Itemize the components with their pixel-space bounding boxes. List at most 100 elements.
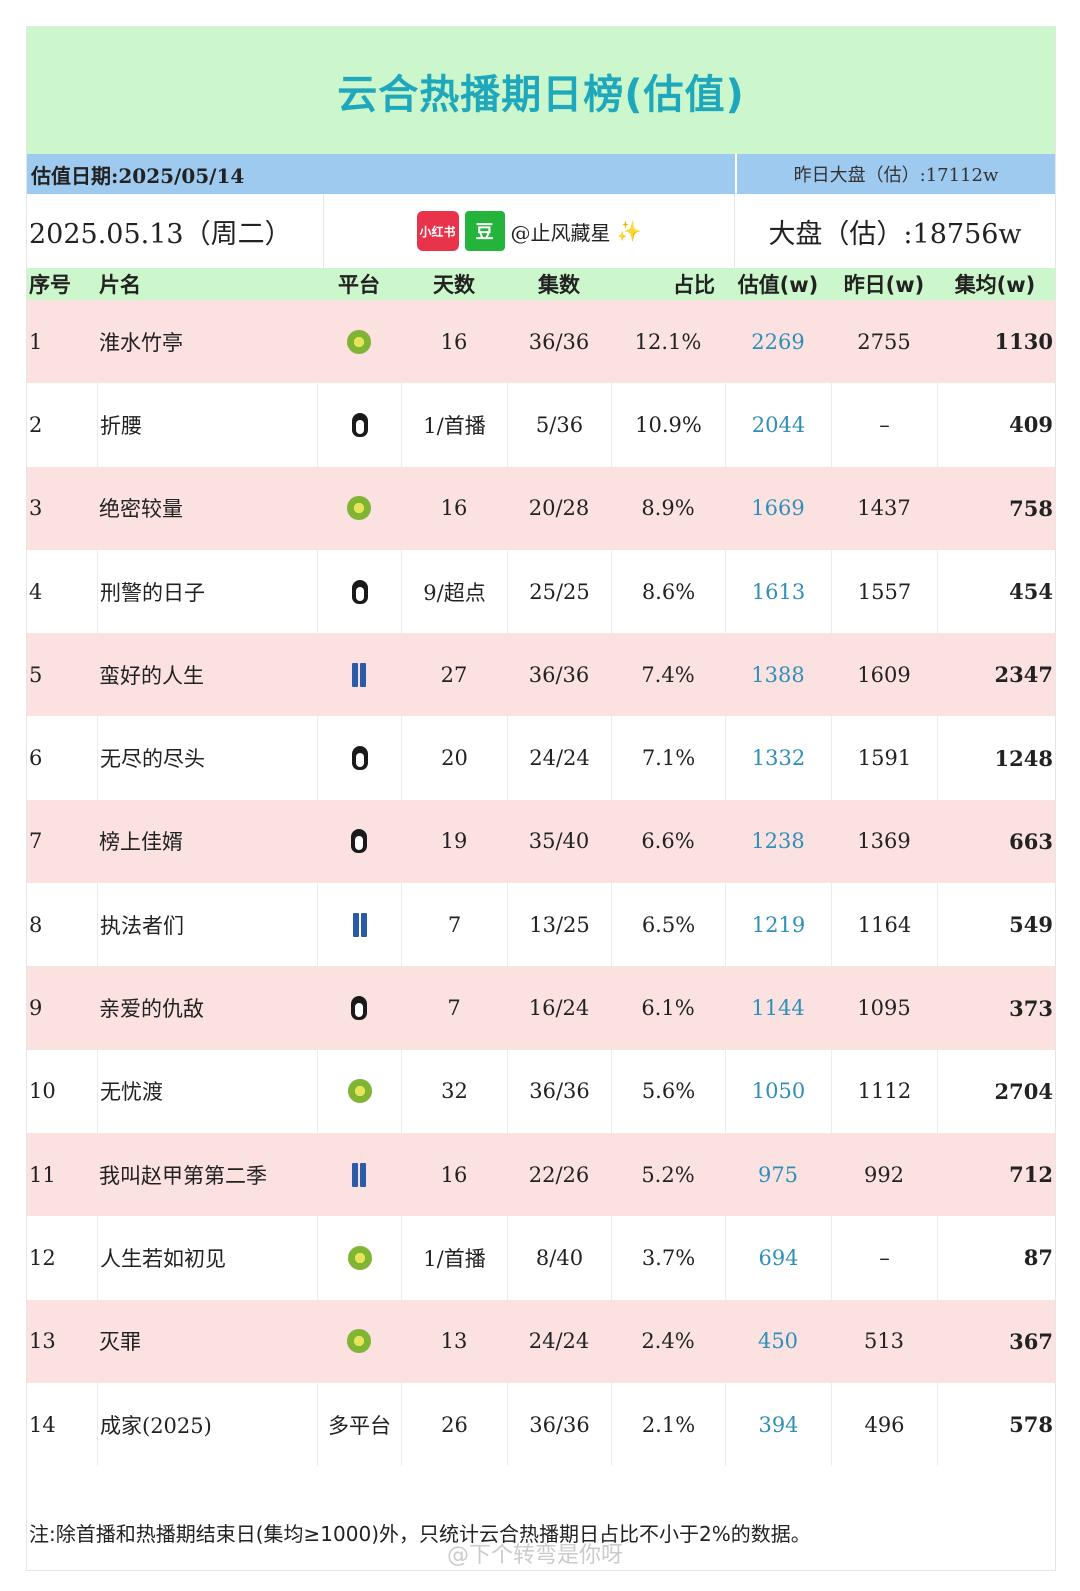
col-header-prev: 昨日(w) <box>843 273 925 297</box>
rank-cell: 3 <box>29 496 43 521</box>
platform-cell <box>317 883 401 967</box>
days-cell: 32 <box>401 1049 507 1133</box>
title-cell: 刑警的日子 <box>97 549 317 634</box>
page-title: 云合热播期日榜(估值) <box>27 27 1055 154</box>
days-cell: 13 <box>440 1329 468 1354</box>
rank-cell: 10 <box>29 1079 56 1104</box>
penguin-icon <box>351 412 368 437</box>
rank-cell: 13 <box>29 1329 56 1354</box>
avg-cell: 712 <box>1009 1162 1053 1188</box>
estimate-date: 估值日期:2025/05/14 <box>27 154 735 194</box>
value-cell: 975 <box>757 1162 799 1187</box>
jeans-icon <box>352 1162 366 1187</box>
episodes-cell: 25/25 <box>507 549 611 634</box>
share-cell: 2.4% <box>641 1329 695 1354</box>
kiwi-icon <box>347 1329 371 1354</box>
platform-cell <box>317 1049 401 1133</box>
sparkles-icon: ✨ <box>616 219 642 243</box>
episodes-cell: 24/24 <box>507 716 611 800</box>
rank-cell: 6 <box>29 746 43 771</box>
title-cell: 成家(2025) <box>97 1382 317 1467</box>
value-cell: 2269 <box>751 329 805 354</box>
penguin-icon <box>351 746 368 771</box>
rank-cell: 7 <box>29 829 43 854</box>
penguin-icon <box>351 996 367 1021</box>
jeans-icon <box>352 912 367 937</box>
prev-cell: 1591 <box>831 716 937 800</box>
share-cell: 7.1% <box>611 716 725 800</box>
table-body: 1 淮水竹亭 16 36/36 12.1% 2269 2755 1130 2 折腰 1/首播 5/36… <box>27 300 1055 1467</box>
value-cell: 1332 <box>725 716 831 800</box>
date-bar: 估值日期:2025/05/14 昨日大盘（估）:17112w <box>27 154 1055 194</box>
platform-cell <box>317 549 401 634</box>
avg-cell: 1248 <box>937 716 1055 800</box>
kiwi-icon <box>347 496 371 521</box>
ranking-sheet: 云合热播期日榜(估值) 估值日期:2025/05/14 昨日大盘（估）:1711… <box>26 26 1056 1571</box>
title-cell: 折腰 <box>97 383 317 467</box>
value-cell: 1219 <box>725 883 831 967</box>
days-cell: 9/超点 <box>401 549 507 634</box>
avg-cell: 373 <box>1009 995 1053 1021</box>
platform-cell <box>317 966 401 1049</box>
prev-cell: 1095 <box>857 996 911 1021</box>
kiwi-icon <box>347 329 371 354</box>
title-cell: 亲爱的仇敌 <box>99 997 204 1022</box>
share-cell: 12.1% <box>634 329 702 354</box>
avg-cell: 1130 <box>994 329 1053 355</box>
avg-cell: 578 <box>937 1382 1055 1467</box>
prev-cell: 992 <box>863 1162 905 1187</box>
episodes-cell: 36/36 <box>507 1382 611 1467</box>
episodes-cell: 13/25 <box>507 883 611 967</box>
avg-cell: 2704 <box>937 1049 1055 1133</box>
title-cell: 无忧渡 <box>97 1049 317 1133</box>
days-cell: 16 <box>440 496 468 521</box>
prev-cell: 513 <box>863 1329 905 1354</box>
episodes-cell: 20/28 <box>528 496 590 521</box>
rank-cell: 9 <box>29 996 43 1021</box>
col-header-share: 占比 <box>673 273 715 297</box>
share-cell: 6.6% <box>641 829 695 854</box>
prev-cell: 1437 <box>857 496 911 521</box>
rank-cell: 2 <box>29 412 43 437</box>
table-row: 4 刑警的日子 9/超点 25/25 8.6% 1613 1557 454 <box>27 549 1055 634</box>
share-cell: 10.9% <box>611 383 725 467</box>
col-header-no: 序号 <box>29 273 71 297</box>
prev-cell: 2755 <box>857 329 911 354</box>
table-row: 11 我叫赵甲第第二季 16 22/26 5.2% 975 992 712 <box>27 1132 1055 1217</box>
xiaohongshu-logo-icon: 小红书 <box>416 211 459 251</box>
rank-cell: 1 <box>29 329 43 354</box>
platform-cell <box>317 1300 401 1383</box>
share-cell: 2.1% <box>611 1382 725 1467</box>
episodes-cell: 22/26 <box>528 1162 590 1187</box>
author-handle: 小红书 豆 @止风藏星 ✨ <box>323 194 735 268</box>
table-row: 2 折腰 1/首播 5/36 10.9% 2044–409 <box>27 383 1055 467</box>
rank-cell: 11 <box>29 1162 56 1187</box>
rank-cell: 4 <box>29 579 43 604</box>
share-cell: 7.4% <box>641 662 695 687</box>
info-bar: 2025.05.13（周二） 小红书 豆 @止风藏星 ✨ 大盘（估）:18756… <box>27 194 1055 268</box>
table-row: 1 淮水竹亭 16 36/36 12.1% 2269 2755 1130 <box>27 300 1055 384</box>
days-cell: 19 <box>440 829 468 854</box>
rank-cell: 14 <box>29 1412 56 1437</box>
episodes-cell: 36/36 <box>528 662 590 687</box>
episodes-cell: 36/36 <box>528 329 590 354</box>
title-cell: 我叫赵甲第第二季 <box>99 1163 267 1188</box>
days-cell: 26 <box>401 1382 507 1467</box>
kiwi-icon <box>347 1079 372 1104</box>
title-cell: 榜上佳婿 <box>99 830 183 855</box>
platform-cell <box>317 300 401 383</box>
table-row: 3 绝密较量 16 20/28 8.9% 1669 1437 758 <box>27 466 1055 550</box>
value-cell: 1050 <box>725 1049 831 1133</box>
days-cell: 16 <box>440 329 468 354</box>
platform-cell: 多平台 <box>317 1382 401 1467</box>
title-cell: 绝密较量 <box>99 497 183 522</box>
days-cell: 27 <box>440 662 468 687</box>
col-header-avg: 集均(w) <box>954 273 1036 297</box>
platform-cell <box>317 716 401 800</box>
episodes-cell: 35/40 <box>528 829 590 854</box>
avg-cell: 454 <box>937 549 1055 634</box>
prev-cell: 496 <box>831 1382 937 1467</box>
prev-cell: 1557 <box>831 549 937 634</box>
days-cell: 1/首播 <box>401 1216 507 1300</box>
douban-logo-icon: 豆 <box>464 211 505 251</box>
